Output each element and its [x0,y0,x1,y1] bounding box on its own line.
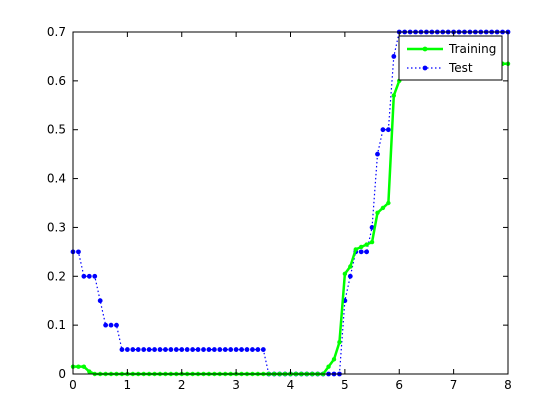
data-point [87,369,92,374]
data-point [184,347,190,352]
data-point [217,347,223,352]
legend-label: Training [448,42,496,56]
data-point [244,347,250,352]
data-point [146,347,152,352]
data-point [152,347,157,352]
data-point [391,93,397,98]
y-tick-label: 0.2 [47,269,66,283]
data-point [326,364,331,369]
data-point [380,127,386,133]
data-point [386,200,391,206]
legend: Training Test [398,35,503,81]
y-tick-label: 0.4 [47,172,66,186]
data-point [375,210,380,215]
data-point [260,347,266,352]
x-tick-label: 5 [341,378,349,392]
data-point [222,347,228,352]
legend-box [398,35,503,81]
data-point [86,273,92,279]
data-point [119,347,125,352]
data-point [92,273,98,279]
legend-label: Test [448,61,473,75]
data-point [81,364,87,369]
data-point [337,340,342,345]
y-tick-label: 0.5 [47,123,66,137]
data-point [81,273,87,279]
data-point [358,249,364,255]
data-point [168,347,174,352]
data-point [255,347,261,352]
data-point [114,322,119,328]
y-tick-label: 0.3 [47,220,66,234]
data-point [195,347,201,352]
data-point [369,239,375,245]
data-point [190,347,196,352]
x-tick-label: 0 [69,378,77,392]
data-point [375,151,380,157]
data-point [163,347,168,352]
data-point [233,347,239,352]
data-point [391,54,397,59]
data-point [250,347,255,352]
x-tick-label: 2 [178,378,186,392]
data-point [157,347,163,352]
x-tick-label: 3 [232,378,240,392]
data-point [385,127,391,133]
data-point [380,205,386,211]
data-point [342,271,348,277]
ticks-layer: 0 1 2 3 4 5 6 7 8 0 0.1 0.2 0.3 0.4 0.5 0.6 0.7 [47,25,512,392]
data-point [347,273,353,279]
data-point [130,347,136,352]
data-point [108,322,114,328]
data-point [348,264,353,269]
data-point [97,298,103,304]
data-point [364,242,369,247]
data-point [364,249,370,255]
y-tick-label: 0.7 [47,25,66,39]
y-tick-label: 0.1 [47,318,66,332]
y-tick-label: 0 [58,367,66,381]
data-point [103,322,109,328]
data-point [331,357,337,362]
data-point [358,244,364,250]
data-point [228,347,234,352]
data-point [353,247,358,252]
data-point [239,347,244,352]
x-tick-label: 4 [287,378,295,392]
x-tick-label: 1 [124,378,132,392]
x-tick-label: 6 [395,378,403,392]
data-point [211,347,217,352]
data-point [141,347,147,352]
legend-swatch-marker [422,65,428,71]
data-point [76,249,81,255]
data-point [179,347,185,352]
legend-swatch-marker [422,46,428,52]
x-tick-label: 8 [504,378,512,392]
x-tick-label: 7 [450,378,458,392]
data-point [206,347,212,352]
plot-area [73,32,508,374]
y-tick-label: 0.6 [47,74,66,88]
data-point [135,347,141,352]
data-point [76,364,81,369]
data-point [173,347,179,352]
data-point [369,225,375,230]
data-point [201,347,206,352]
data-point [124,347,130,352]
